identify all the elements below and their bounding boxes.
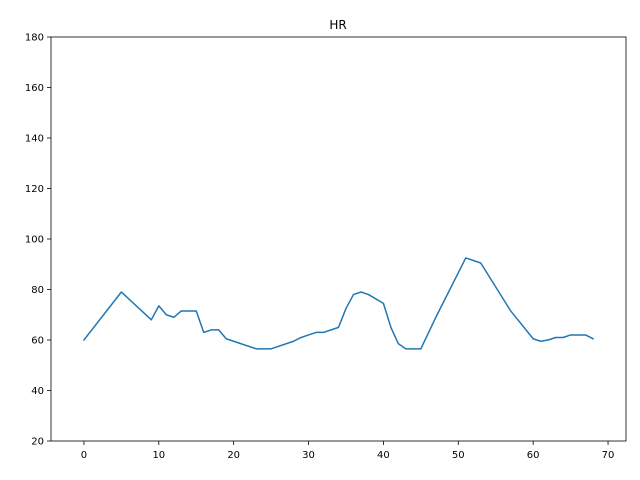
x-tick-label: 70 xyxy=(602,450,615,461)
y-tick-label: 120 xyxy=(25,184,44,195)
x-tick-label: 60 xyxy=(527,450,540,461)
y-tick-label: 180 xyxy=(25,33,44,44)
x-tick-label: 0 xyxy=(81,450,87,461)
y-tick-label: 20 xyxy=(31,437,44,448)
x-tick-label: 20 xyxy=(227,450,240,461)
y-tick-label: 100 xyxy=(25,235,44,246)
y-tick-label: 60 xyxy=(31,336,44,347)
y-tick-label: 80 xyxy=(31,285,44,296)
y-tick-label: 140 xyxy=(25,134,44,145)
axes-layer: 0 10 20 30 40 50 60 70 20 40 60 80 100 120 140 160 180 xyxy=(25,33,627,461)
series-line-0 xyxy=(82,257,595,350)
y-tick-label: 160 xyxy=(25,83,44,94)
x-tick-label: 50 xyxy=(452,450,465,461)
series-layer xyxy=(82,257,595,350)
plot-frame xyxy=(50,36,627,442)
x-tick-label: 10 xyxy=(152,450,165,461)
y-tick-label: 40 xyxy=(31,386,44,397)
x-tick-label: 30 xyxy=(302,450,315,461)
chart-title: HR xyxy=(329,18,346,32)
x-tick-label: 40 xyxy=(377,450,390,461)
